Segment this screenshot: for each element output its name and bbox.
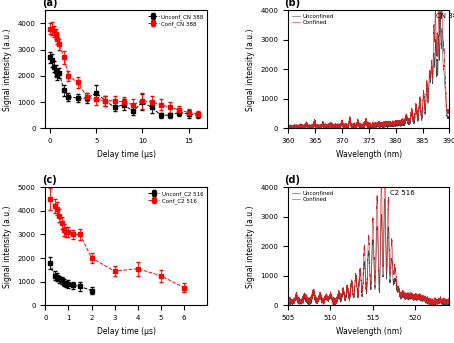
Confined [442, 58, 447, 62]
Unconfined [444, 301, 449, 305]
Unconfined [442, 79, 447, 83]
Text: CN 388: CN 388 [436, 13, 454, 19]
X-axis label: Delay time (μs): Delay time (μs) [97, 327, 156, 335]
Confined [382, 155, 387, 159]
Confined [426, 298, 432, 302]
Confined [313, 299, 319, 303]
Confined [304, 298, 309, 302]
Unconfined [447, 303, 452, 307]
Unconfined [304, 297, 309, 301]
Unconfined [285, 299, 291, 304]
Legend: Unconf_CN 388, Conf_CN 388: Unconf_CN 388, Conf_CN 388 [147, 13, 204, 28]
Confined [347, 290, 353, 294]
Unconfined [403, 119, 408, 123]
Text: (a): (a) [42, 0, 58, 8]
Unconfined [353, 125, 359, 129]
X-axis label: Wavelength (nm): Wavelength (nm) [336, 150, 402, 158]
Text: (d): (d) [285, 175, 301, 185]
Text: (b): (b) [285, 0, 301, 8]
Unconfined [313, 299, 319, 304]
Unconfined [447, 115, 452, 119]
Unconfined [286, 127, 291, 131]
Line: Confined: Confined [288, 157, 449, 305]
Y-axis label: Signal intensity (a.u.): Signal intensity (a.u.) [246, 28, 255, 110]
Confined [353, 124, 359, 128]
Confined [331, 303, 337, 307]
Confined [434, 50, 439, 54]
Legend: Unconf_C2 516, Conf_C2 516: Unconf_C2 516, Conf_C2 516 [147, 190, 204, 205]
Unconfined [347, 295, 353, 299]
Unconfined [285, 126, 291, 130]
Confined [447, 301, 452, 306]
Unconfined [362, 124, 367, 128]
Text: (c): (c) [42, 175, 57, 185]
Legend: Unconfined, Confined: Unconfined, Confined [291, 13, 335, 26]
Confined [403, 117, 408, 121]
Legend: Unconfined, Confined: Unconfined, Confined [291, 190, 335, 203]
Unconfined [438, 10, 443, 14]
Unconfined [354, 122, 360, 127]
Y-axis label: Signal intensity (a.u.): Signal intensity (a.u.) [246, 205, 255, 287]
X-axis label: Wavelength (nm): Wavelength (nm) [336, 327, 402, 335]
X-axis label: Delay time (μs): Delay time (μs) [97, 150, 156, 158]
Confined [447, 110, 452, 114]
Y-axis label: Signal intensity (a.u.): Signal intensity (a.u.) [3, 205, 12, 287]
Unconfined [434, 72, 439, 76]
Confined [287, 127, 293, 131]
Confined [285, 125, 291, 129]
Unconfined [306, 303, 312, 307]
Unconfined [426, 300, 432, 304]
Confined [444, 301, 449, 305]
Confined [354, 283, 360, 287]
Confined [362, 119, 367, 123]
Unconfined [382, 197, 388, 201]
Line: Unconfined: Unconfined [288, 12, 449, 129]
Line: Confined: Confined [288, 0, 449, 129]
Confined [354, 120, 360, 125]
Confined [285, 301, 291, 305]
Line: Unconfined: Unconfined [288, 199, 449, 305]
Y-axis label: Signal intensity (a.u.): Signal intensity (a.u.) [3, 28, 12, 110]
Text: C2 516: C2 516 [390, 190, 415, 196]
Unconfined [354, 283, 360, 287]
